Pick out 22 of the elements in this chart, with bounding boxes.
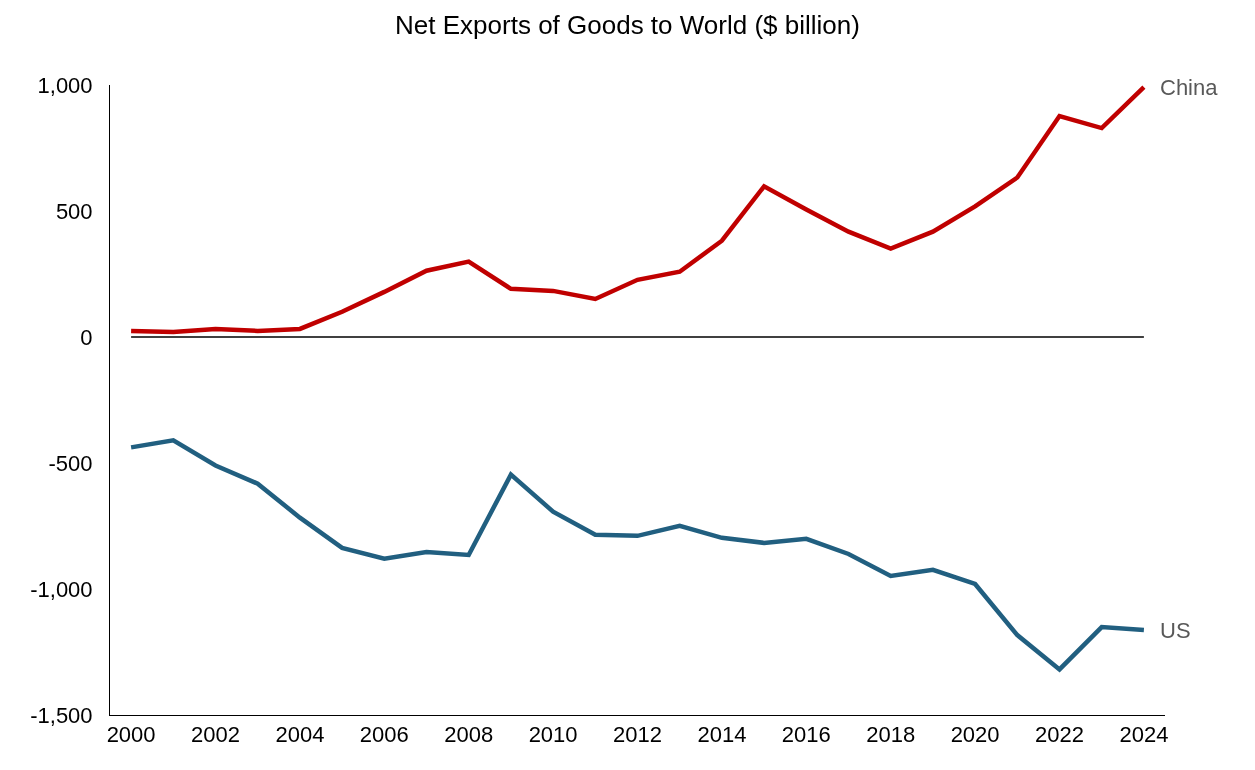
x-tick-label: 2010: [528, 722, 578, 748]
x-tick-label: 2006: [359, 722, 409, 748]
y-tick-label: 500: [55, 198, 93, 224]
x-tick-label: 2004: [275, 722, 325, 748]
x-tick-label: 2014: [697, 722, 747, 748]
x-tick-label: 2022: [1035, 722, 1084, 748]
x-tick-label: 2008: [444, 722, 494, 748]
x-tick-label: 2018: [866, 722, 916, 748]
y-tick-label: -500: [48, 450, 93, 476]
x-tick-label: 2024: [1119, 722, 1169, 748]
y-tick-label: -1,000: [30, 576, 93, 602]
series-label: China: [1160, 75, 1219, 100]
x-tick-label: 2020: [950, 722, 1000, 748]
y-tick-label: 0: [80, 324, 93, 350]
y-tick-label: 1,000: [37, 72, 93, 98]
series-label: US: [1160, 618, 1191, 643]
x-tick-label: 2000: [106, 722, 156, 748]
chart-title: Net Exports of Goods to World ($ billion): [395, 9, 860, 40]
x-tick-label: 2016: [781, 722, 831, 748]
x-tick-label: 2012: [613, 722, 662, 748]
y-tick-label: -1,500: [30, 702, 93, 728]
x-tick-label: 2002: [191, 722, 240, 748]
